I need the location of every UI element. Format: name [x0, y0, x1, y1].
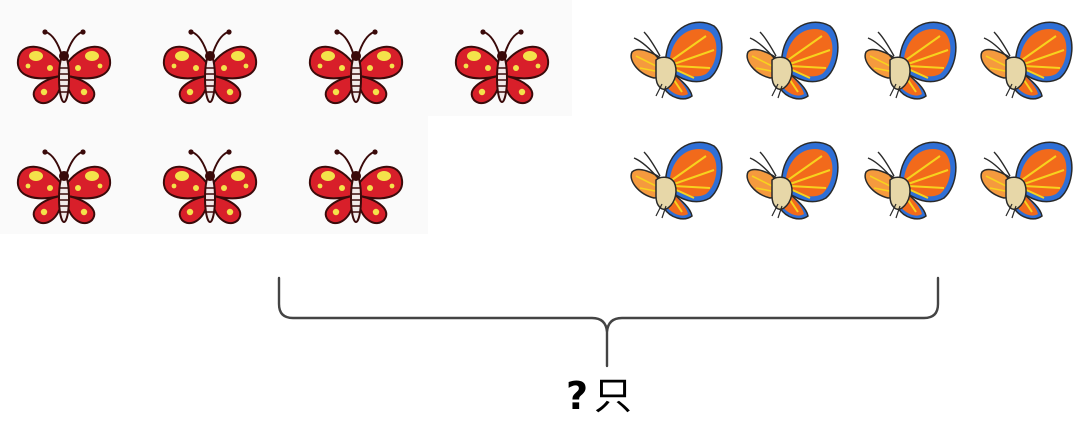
red-butterfly	[160, 142, 260, 226]
orange-butterfly	[626, 16, 726, 100]
total-question-label: ? 只	[566, 372, 676, 420]
unit-label: 只	[594, 374, 633, 418]
red-butterfly	[452, 22, 552, 106]
question-mark: ?	[566, 374, 589, 418]
red-butterfly	[14, 142, 114, 226]
orange-butterfly	[976, 16, 1076, 100]
orange-butterfly	[742, 16, 842, 100]
orange-butterfly	[860, 136, 960, 220]
red-butterfly	[306, 22, 406, 106]
orange-butterfly	[742, 136, 842, 220]
orange-butterfly	[860, 16, 960, 100]
red-butterfly	[14, 22, 114, 106]
orange-butterfly	[976, 136, 1076, 220]
orange-butterfly	[626, 136, 726, 220]
red-butterfly	[306, 142, 406, 226]
red-butterfly	[160, 22, 260, 106]
